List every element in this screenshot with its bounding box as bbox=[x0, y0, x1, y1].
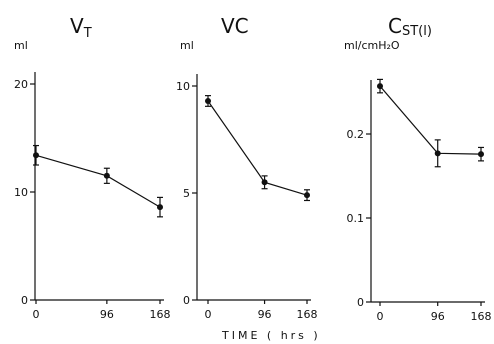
x-tick-label: 96 bbox=[431, 310, 445, 323]
panel-title: VT bbox=[70, 14, 92, 41]
data-point bbox=[33, 152, 39, 159]
y-axis-label: ml bbox=[180, 39, 194, 52]
x-tick-label: 0 bbox=[205, 308, 212, 321]
panel-title: VC bbox=[221, 14, 249, 38]
y-tick-label: 0.1 bbox=[347, 212, 365, 225]
y-axis-label: ml/cmH₂O bbox=[344, 39, 400, 52]
x-tick-label: 96 bbox=[100, 308, 114, 321]
data-point bbox=[205, 97, 211, 104]
x-axis-title: TIME ( hrs ) bbox=[221, 329, 321, 342]
y-tick-label: 0 bbox=[21, 294, 28, 307]
data-point bbox=[304, 192, 310, 199]
x-tick-label: 0 bbox=[33, 308, 40, 321]
y-tick-label: 5 bbox=[183, 187, 190, 200]
data-point bbox=[478, 151, 484, 158]
y-tick-label: 10 bbox=[176, 80, 190, 93]
y-tick-label: 20 bbox=[14, 78, 28, 91]
y-axis-label: ml bbox=[14, 39, 28, 52]
panel-cst: CST(l) ml/cmH₂O 0 0.1 0.2 0 96 168 bbox=[344, 14, 492, 323]
x-tick-label: 168 bbox=[471, 310, 492, 323]
data-point bbox=[103, 172, 110, 179]
panel-vc: VC ml 0 5 10 0 96 168 bbox=[176, 14, 318, 321]
x-tick-label: 96 bbox=[258, 308, 272, 321]
data-point bbox=[157, 204, 163, 211]
data-point bbox=[434, 150, 441, 157]
y-tick-label: 0 bbox=[357, 296, 364, 309]
x-tick-label: 168 bbox=[150, 308, 171, 321]
data-point bbox=[377, 83, 383, 90]
y-tick-label: 0.2 bbox=[347, 128, 365, 141]
y-tick-label: 0 bbox=[183, 294, 190, 307]
series-line bbox=[207, 100, 308, 196]
y-tick-label: 10 bbox=[14, 186, 28, 199]
panel-title: CST(l) bbox=[388, 14, 432, 39]
x-tick-label: 0 bbox=[377, 310, 384, 323]
panel-vt: VT ml 0 10 20 0 96 168 bbox=[14, 14, 171, 321]
series-line bbox=[379, 85, 482, 155]
data-point bbox=[261, 179, 268, 186]
series-line bbox=[35, 154, 161, 208]
x-tick-label: 168 bbox=[297, 308, 318, 321]
